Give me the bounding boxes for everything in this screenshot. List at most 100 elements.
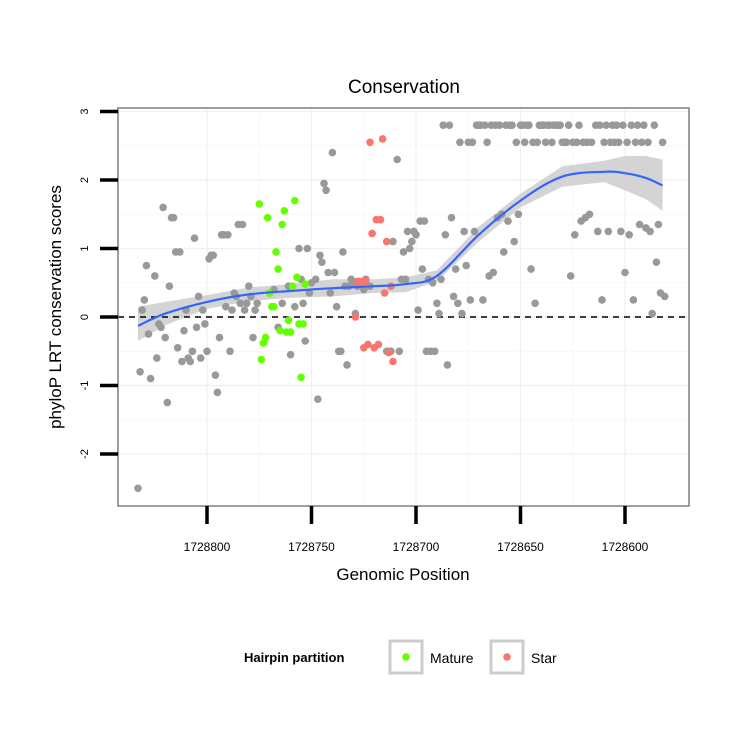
point-other bbox=[242, 299, 251, 308]
legend-title: Hairpin partition bbox=[244, 650, 344, 665]
point-other bbox=[625, 231, 633, 239]
point-star bbox=[364, 340, 372, 349]
point-other bbox=[604, 227, 613, 236]
point-other bbox=[291, 302, 299, 311]
point-other bbox=[531, 299, 539, 308]
point-other bbox=[652, 258, 661, 267]
point-other bbox=[305, 289, 314, 297]
point-star bbox=[351, 313, 360, 321]
point-other bbox=[428, 279, 437, 287]
point-other bbox=[332, 302, 341, 311]
point-other bbox=[318, 258, 326, 267]
point-other bbox=[178, 357, 186, 366]
point-other bbox=[541, 138, 550, 147]
point-other bbox=[251, 306, 259, 314]
point-other bbox=[598, 296, 606, 304]
point-mature bbox=[288, 282, 297, 291]
point-other bbox=[201, 320, 209, 328]
point-other bbox=[654, 220, 663, 229]
x-tick-label: 1728750 bbox=[288, 540, 335, 554]
point-star bbox=[385, 348, 393, 357]
point-other bbox=[192, 323, 201, 332]
point-mature bbox=[301, 280, 310, 288]
point-other bbox=[462, 261, 471, 270]
point-mature bbox=[291, 196, 299, 205]
point-other bbox=[414, 306, 422, 314]
point-other bbox=[587, 138, 596, 147]
point-other bbox=[194, 292, 203, 301]
point-other bbox=[454, 299, 462, 308]
point-other bbox=[142, 261, 151, 270]
point-other bbox=[322, 186, 330, 195]
point-mature bbox=[263, 213, 272, 222]
point-other bbox=[199, 306, 207, 314]
x-tick-label: 1728650 bbox=[497, 540, 544, 554]
point-other bbox=[405, 244, 414, 253]
point-other bbox=[556, 121, 564, 129]
point-other bbox=[437, 275, 445, 284]
y-tick-label: -2 bbox=[79, 449, 91, 459]
point-other bbox=[169, 213, 178, 222]
point-other bbox=[612, 121, 621, 129]
point-other bbox=[648, 309, 656, 318]
point-other bbox=[215, 333, 224, 342]
point-other bbox=[144, 330, 153, 338]
point-other bbox=[418, 265, 427, 273]
point-other bbox=[222, 302, 230, 311]
point-other bbox=[614, 138, 623, 147]
point-other bbox=[213, 388, 222, 397]
point-other bbox=[650, 121, 659, 129]
point-other bbox=[470, 227, 479, 236]
point-other bbox=[188, 347, 197, 356]
point-other bbox=[330, 268, 339, 277]
point-other bbox=[395, 347, 404, 356]
legend-point-star bbox=[503, 653, 511, 661]
point-star bbox=[382, 237, 391, 246]
point-other bbox=[253, 299, 261, 308]
point-other bbox=[512, 138, 521, 147]
point-star bbox=[362, 277, 370, 286]
smooth-curve bbox=[137, 170, 664, 327]
point-other bbox=[633, 121, 642, 129]
point-other bbox=[500, 248, 508, 256]
point-other bbox=[619, 121, 627, 129]
point-mature bbox=[278, 220, 287, 229]
point-other bbox=[445, 121, 454, 129]
point-other bbox=[660, 292, 669, 301]
point-other bbox=[196, 354, 205, 362]
point-mature bbox=[284, 316, 293, 325]
point-mature bbox=[272, 248, 280, 256]
y-tick-label: 1 bbox=[79, 245, 91, 251]
point-other bbox=[640, 121, 648, 129]
point-other bbox=[343, 361, 351, 369]
point-mature bbox=[257, 355, 266, 364]
point-mature bbox=[276, 326, 284, 335]
point-other bbox=[393, 155, 402, 164]
legend: Hairpin partition Mature Star bbox=[244, 639, 557, 675]
point-other bbox=[564, 121, 573, 129]
point-other bbox=[186, 357, 195, 366]
point-star bbox=[374, 340, 383, 349]
point-other bbox=[165, 282, 174, 291]
point-other bbox=[504, 217, 512, 225]
point-star bbox=[366, 138, 374, 147]
gridlines bbox=[118, 108, 689, 506]
point-other bbox=[431, 347, 439, 356]
point-other bbox=[157, 323, 165, 332]
point-other bbox=[571, 231, 579, 239]
point-other bbox=[326, 289, 335, 297]
point-other bbox=[238, 220, 247, 229]
point-other bbox=[562, 138, 571, 147]
point-mature bbox=[255, 200, 264, 208]
point-mature bbox=[297, 373, 305, 382]
x-tick-label: 1728600 bbox=[602, 540, 649, 554]
point-other bbox=[224, 231, 232, 239]
point-other bbox=[408, 237, 416, 246]
legend-entry-mature: Mature bbox=[388, 639, 474, 675]
point-mature bbox=[286, 328, 295, 336]
x-tick-label: 1728800 bbox=[184, 540, 231, 554]
point-other bbox=[401, 275, 410, 284]
smooth-line bbox=[137, 170, 664, 327]
point-other bbox=[566, 272, 575, 280]
